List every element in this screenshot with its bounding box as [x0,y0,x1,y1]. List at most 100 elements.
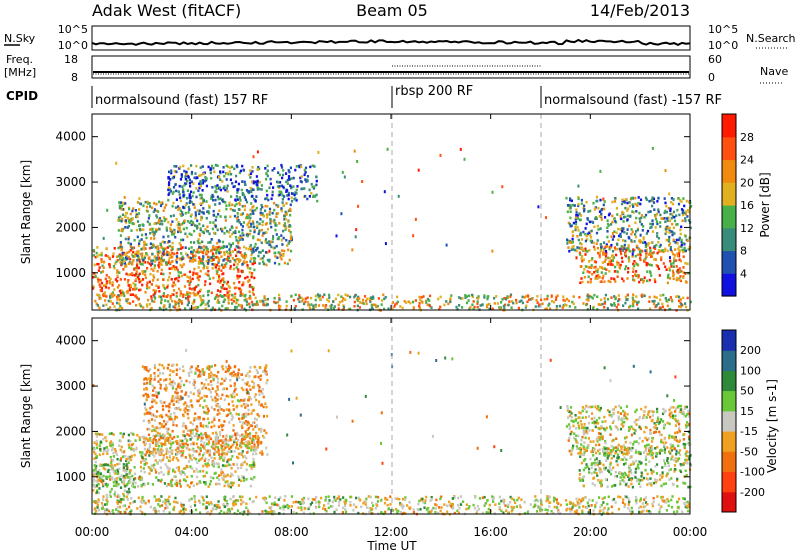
heatmap-cell [104,254,107,257]
heatmap-cell [198,391,201,395]
heatmap-cell [631,275,635,278]
heatmap-cell [403,299,406,303]
heatmap-cell [200,298,203,302]
heatmap-cell [666,226,669,230]
heatmap-cell [184,175,187,178]
heatmap-cell [262,214,265,218]
heatmap-cell [245,403,248,406]
heatmap-cell [216,195,219,199]
heatmap-cell [131,262,134,266]
heatmap-cell [224,446,227,450]
heatmap-cell [226,307,229,310]
heatmap-cell [245,303,249,306]
heatmap-cell [157,444,160,448]
heatmap-cell [221,246,224,249]
heatmap-cell [172,293,175,297]
heatmap-cell [650,255,653,258]
heatmap-cell [245,260,248,264]
heatmap-cell [239,294,242,297]
heatmap-cell [589,239,592,243]
heatmap-cell [173,435,176,439]
heatmap-cell [198,373,201,377]
heatmap-cell [162,292,165,295]
heatmap-cell [590,241,593,244]
heatmap-cell [249,208,252,212]
heatmap-cell [252,428,255,431]
heatmap-cell [195,250,198,254]
heatmap-cell [459,297,462,300]
heatmap-cell [355,228,358,232]
heatmap-cell [675,214,678,217]
heatmap-cell [195,457,198,461]
heatmap-cell [260,228,263,232]
heatmap-cell [242,442,246,445]
heatmap-cell [611,249,615,253]
heatmap-cell [197,266,200,269]
heatmap-cell [251,421,255,425]
heatmap-cell [268,213,271,216]
heatmap-cell [295,165,298,168]
heatmap-cell [238,203,241,206]
heatmap-cell [216,241,219,245]
heatmap-cell [200,210,203,214]
heatmap-cell [214,224,217,228]
heatmap-cell [210,375,213,378]
heatmap-cell [289,237,292,241]
heatmap-cell [606,230,609,233]
heatmap-cell [584,232,587,236]
heatmap-cell [235,286,238,289]
heatmap-cell [197,375,200,378]
heatmap-cell [122,201,125,205]
heatmap-cell [618,234,621,238]
heatmap-cell [219,279,222,283]
heatmap-cell [281,176,284,180]
heatmap-cell [143,255,146,258]
heatmap-cell [310,303,313,306]
heatmap-cell [256,425,259,428]
heatmap-cell [562,304,565,307]
heatmap-cell [317,304,321,307]
heatmap-cell [372,303,375,307]
heatmap-cell [160,423,163,426]
heatmap-cell [648,295,651,299]
heatmap-cell [238,280,241,284]
heatmap-cell [664,265,667,269]
heatmap-cell [615,305,618,309]
heatmap-cell [174,235,177,239]
nsearch-tick-hi: 10^5 [708,23,738,36]
heatmap-cell [111,284,114,287]
heatmap-cell [132,281,135,285]
heatmap-cell [161,222,164,226]
heatmap-cell [294,197,297,200]
heatmap-cell [670,250,673,253]
heatmap-cell [167,183,171,186]
heatmap-cell [483,296,486,299]
heatmap-cell [217,403,220,407]
heatmap-cell [159,399,162,403]
heatmap-cell [354,293,357,297]
heatmap-cell [136,201,139,204]
heatmap-cell [188,201,191,205]
heatmap-cell [182,442,185,446]
heatmap-cell [110,468,113,471]
heatmap-cell [237,452,241,456]
heatmap-cell [114,448,117,451]
heatmap-cell [184,437,187,441]
heatmap-cell [322,304,325,307]
heatmap-cell [234,229,237,233]
heatmap-cell [213,374,216,377]
heatmap-cell [672,262,675,265]
heatmap-cell [95,302,98,306]
heatmap-cell [580,238,584,241]
heatmap-cell [600,218,603,221]
heatmap-cell [231,203,234,207]
heatmap-cell [250,463,253,467]
heatmap-cell [216,398,219,401]
heatmap-cell [153,419,156,422]
heatmap-cell [218,419,221,422]
heatmap-cell [261,453,264,456]
heatmap-cell [159,243,162,246]
heatmap-cell [619,235,622,238]
station-title: Adak West (fitACF) [92,1,241,20]
heatmap-cell [229,412,232,415]
